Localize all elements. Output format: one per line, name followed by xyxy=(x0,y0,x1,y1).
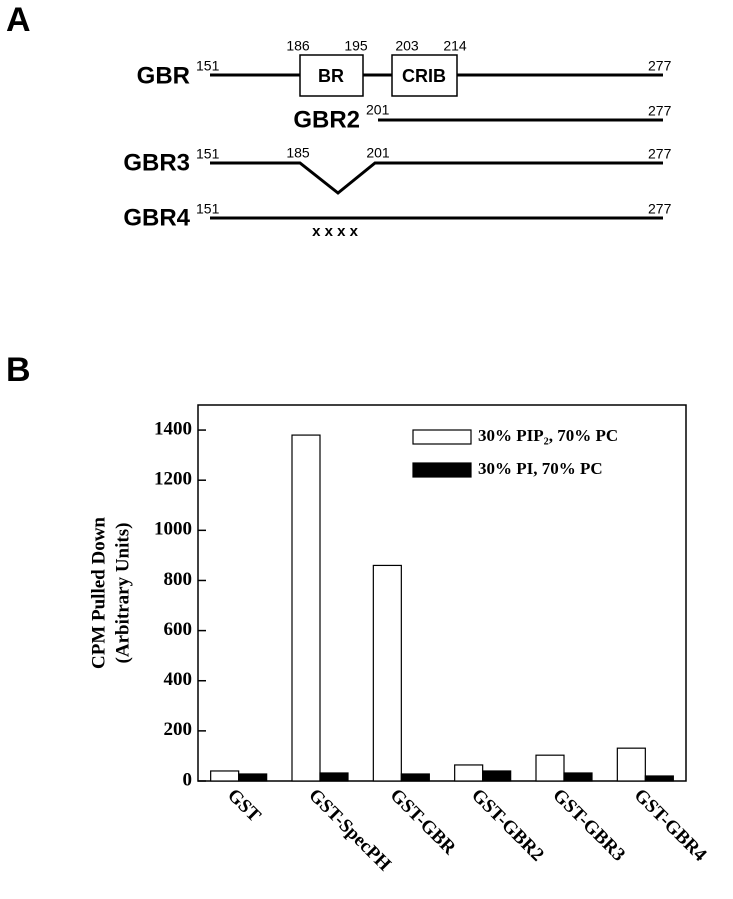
construct-label: GBR4 xyxy=(123,204,190,231)
mutation-marks: x x x x xyxy=(312,223,359,240)
construct-label: GBR3 xyxy=(123,149,190,176)
residue: 151 xyxy=(196,146,220,162)
residue: 151 xyxy=(196,201,220,217)
plot-frame xyxy=(197,404,687,782)
domain-label: BR xyxy=(318,66,344,86)
bar xyxy=(291,434,321,782)
x-tick-label: GST-GBR2 xyxy=(467,785,548,866)
y-tick-label: 400 xyxy=(164,669,193,690)
legend-label: 30% PI, 70% PC xyxy=(478,459,603,478)
y-tick-label: 800 xyxy=(164,569,193,590)
y-tick-label: 200 xyxy=(164,719,193,740)
y-axis-label: (Arbitrary Units) xyxy=(112,523,133,664)
legend-label: 30% PIP₂, 70% PC xyxy=(478,426,618,445)
domain-label: CRIB xyxy=(402,66,446,86)
residue: 277 xyxy=(648,58,672,74)
bar xyxy=(210,770,240,782)
domain-box xyxy=(299,54,364,97)
legend-swatch xyxy=(412,429,472,445)
panel-label: A xyxy=(6,1,31,39)
x-tick-label: GST-GBR3 xyxy=(548,785,629,866)
y-tick-label: 1400 xyxy=(154,418,192,439)
y-tick-label: 0 xyxy=(183,769,193,790)
x-tick-label: GST-SpecPH xyxy=(304,785,395,876)
residue: 195 xyxy=(344,38,368,54)
bar xyxy=(616,747,646,782)
construct-label: GBR2 xyxy=(293,106,360,133)
residue: 201 xyxy=(366,145,390,161)
construct-line xyxy=(210,161,663,195)
residue: 277 xyxy=(648,146,672,162)
legend-swatch xyxy=(412,462,472,478)
residue: 186 xyxy=(286,38,310,54)
x-tick-label: GST-GBR4 xyxy=(630,785,711,866)
residue: 201 xyxy=(366,102,390,118)
domain-box xyxy=(391,54,458,97)
residue: 214 xyxy=(443,38,467,54)
x-tick-label: GST xyxy=(223,785,265,827)
construct-label: GBR xyxy=(137,62,190,89)
residue: 277 xyxy=(648,103,672,119)
y-axis-label: CPM Pulled Down xyxy=(88,517,109,669)
bar xyxy=(535,754,565,782)
residue: 151 xyxy=(196,58,220,74)
bar xyxy=(319,772,349,782)
x-tick-label: GST-GBR xyxy=(386,785,460,859)
y-tick-label: 1000 xyxy=(154,519,192,540)
residue: 277 xyxy=(648,201,672,217)
residue: 203 xyxy=(395,38,419,54)
bar xyxy=(372,564,402,782)
bar xyxy=(563,772,593,782)
y-tick-label: 1200 xyxy=(154,469,192,490)
y-tick-label: 600 xyxy=(164,619,193,640)
panel-label: B xyxy=(6,351,31,389)
bar xyxy=(400,773,430,782)
bar xyxy=(644,775,674,782)
bar xyxy=(454,764,484,782)
residue: 185 xyxy=(286,145,310,161)
bar xyxy=(238,773,268,782)
bar xyxy=(482,770,512,782)
